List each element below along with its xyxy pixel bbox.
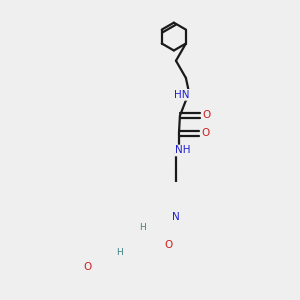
- Text: H: H: [140, 223, 146, 232]
- Text: HN: HN: [174, 90, 190, 100]
- Text: H: H: [116, 248, 123, 257]
- Text: O: O: [84, 262, 92, 272]
- Text: N: N: [172, 212, 179, 223]
- Text: NH: NH: [175, 146, 191, 155]
- Text: O: O: [202, 128, 210, 138]
- Text: O: O: [164, 240, 172, 250]
- Text: O: O: [202, 110, 211, 120]
